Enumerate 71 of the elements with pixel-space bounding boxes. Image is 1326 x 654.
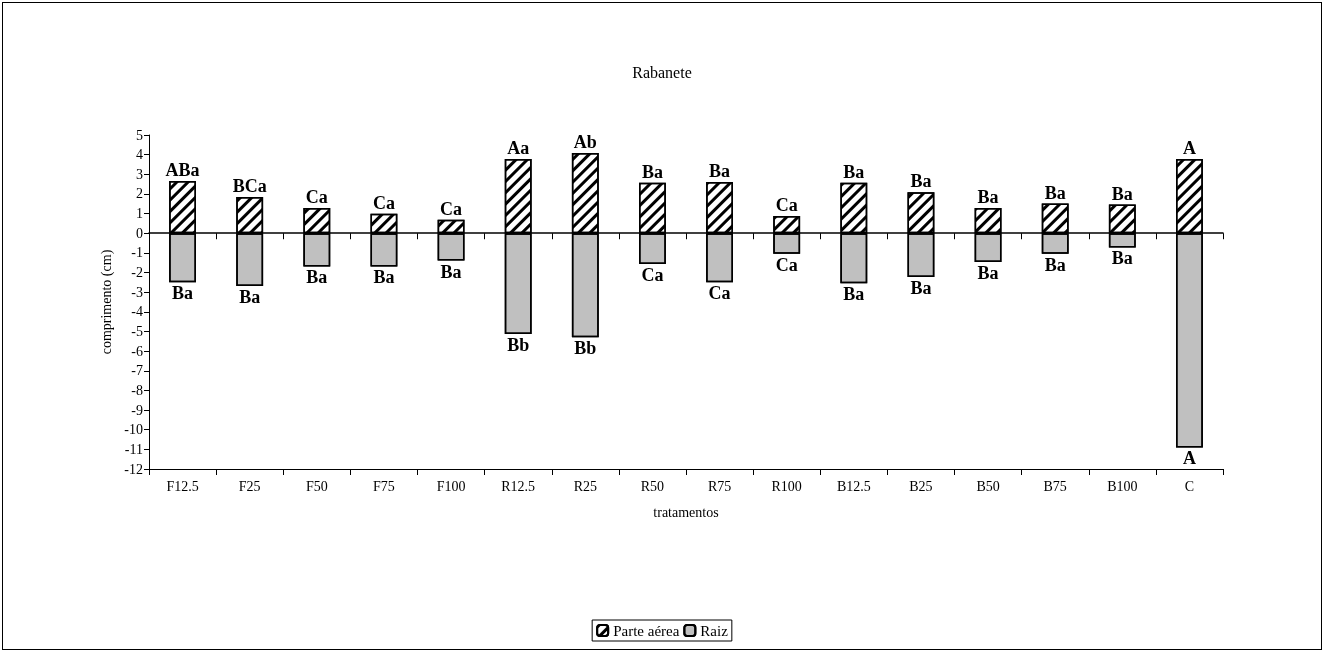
y-tick-label: -7 xyxy=(131,363,143,379)
data-label: Aa xyxy=(507,137,530,158)
y-tick-label: -12 xyxy=(124,461,143,477)
x-tick-label: F100 xyxy=(436,478,466,494)
data-label: Ba xyxy=(709,160,731,181)
legend-label: Parte aérea xyxy=(613,622,680,639)
x-tick-label: F50 xyxy=(305,478,328,494)
data-label: Ab xyxy=(573,132,597,153)
data-label: Ba xyxy=(1044,182,1066,203)
data-label: ABa xyxy=(165,159,200,180)
y-tick-label: -3 xyxy=(131,284,143,300)
x-tick-label: B100 xyxy=(1107,478,1138,494)
data-label: Bb xyxy=(574,338,597,359)
data-label: Ba xyxy=(1044,254,1066,275)
x-tick-label: R100 xyxy=(771,478,802,494)
data-label: Ba xyxy=(172,283,194,304)
data-label: Bb xyxy=(507,335,530,356)
x-tick-label: R75 xyxy=(707,478,732,494)
data-label: Ba xyxy=(641,161,663,182)
x-tick-label: B50 xyxy=(976,478,1000,494)
y-tick-label: -11 xyxy=(124,441,143,457)
data-label: Ba xyxy=(373,267,395,288)
x-tick-label: R50 xyxy=(640,478,665,494)
y-tick-label: 1 xyxy=(136,206,143,222)
chart-title: Rabanete xyxy=(632,63,692,81)
x-tick-label: R25 xyxy=(573,478,597,494)
data-label: BCa xyxy=(232,175,267,196)
y-tick-label: -1 xyxy=(131,245,143,261)
y-tick-label: 4 xyxy=(136,147,143,163)
x-tick-label: B75 xyxy=(1043,478,1067,494)
data-label: Ba xyxy=(910,171,932,192)
data-label: Ca xyxy=(775,254,798,275)
data-label: A xyxy=(1182,448,1196,469)
data-label: Ba xyxy=(306,267,328,288)
data-label: Ba xyxy=(843,284,865,305)
data-label: Ba xyxy=(977,187,999,208)
data-label: Ba xyxy=(977,262,999,283)
data-label: Ba xyxy=(440,261,462,282)
x-tick-label: F75 xyxy=(373,478,395,494)
y-tick-label: 2 xyxy=(136,186,143,202)
data-label: Ba xyxy=(843,161,865,182)
data-label: Ba xyxy=(910,278,932,299)
data-label: Ca xyxy=(440,198,463,219)
y-tick-label: 5 xyxy=(136,127,143,143)
x-axis-title: tratamentos xyxy=(653,504,719,520)
data-label: Ba xyxy=(1111,248,1133,269)
y-tick-label: -6 xyxy=(131,343,143,359)
y-axis-title: comprimento (cm) xyxy=(98,249,115,355)
y-tick-label: -8 xyxy=(131,382,143,398)
x-tick-label: C xyxy=(1184,478,1195,494)
x-tick-label: R12.5 xyxy=(501,478,536,494)
y-tick-label: 0 xyxy=(136,225,143,241)
x-tick-label: F12.5 xyxy=(166,478,199,494)
y-tick-label: -2 xyxy=(131,265,143,281)
y-tick-label: -4 xyxy=(131,304,143,320)
data-label: Ba xyxy=(1111,183,1133,204)
y-tick-label: -10 xyxy=(124,422,143,438)
data-label: Ca xyxy=(641,265,664,286)
x-tick-label: B25 xyxy=(909,478,933,494)
y-tick-label: 3 xyxy=(136,166,143,182)
legend-label: Raiz xyxy=(700,622,729,639)
y-tick-label: -9 xyxy=(131,402,143,418)
data-label: Ca xyxy=(708,283,731,304)
x-tick-label: F25 xyxy=(238,478,261,494)
data-label: A xyxy=(1182,137,1196,158)
y-tick-label: -5 xyxy=(131,323,143,339)
data-label: Ca xyxy=(775,194,798,215)
data-label: Ba xyxy=(239,287,261,308)
data-label: Ca xyxy=(305,187,328,208)
data-label: Ca xyxy=(372,192,395,213)
x-tick-label: B12.5 xyxy=(836,478,871,494)
